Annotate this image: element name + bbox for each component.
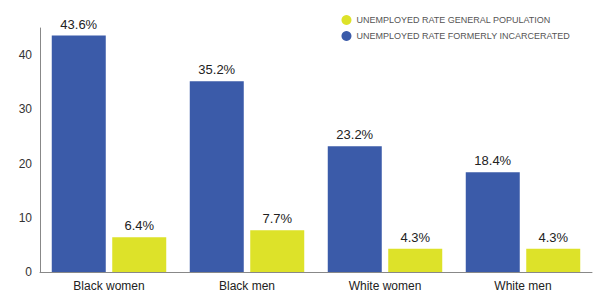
svg-text:35.2%: 35.2%	[198, 62, 235, 77]
svg-text:40: 40	[19, 48, 33, 62]
svg-text:7.7%: 7.7%	[262, 211, 292, 226]
svg-text:10: 10	[19, 211, 33, 225]
svg-text:18.4%: 18.4%	[474, 153, 511, 168]
svg-text:4.3%: 4.3%	[538, 230, 568, 245]
svg-text:Black men: Black men	[219, 279, 275, 293]
svg-text:20: 20	[19, 157, 33, 171]
svg-text:0: 0	[25, 265, 32, 279]
svg-text:UNEMPLOYED RATE FORMERLY INCAR: UNEMPLOYED RATE FORMERLY INCARCERATED	[356, 31, 570, 41]
svg-text:23.2%: 23.2%	[336, 127, 373, 142]
svg-text:UNEMPLOYED RATE GENERAL POPULA: UNEMPLOYED RATE GENERAL POPULATION	[356, 15, 550, 25]
svg-text:30: 30	[19, 102, 33, 116]
svg-text:White men: White men	[494, 279, 551, 293]
svg-text:43.6%: 43.6%	[60, 17, 97, 32]
svg-text:4.3%: 4.3%	[400, 230, 430, 245]
svg-text:Black women: Black women	[73, 279, 144, 293]
svg-text:6.4%: 6.4%	[124, 218, 154, 233]
svg-text:White women: White women	[349, 279, 422, 293]
